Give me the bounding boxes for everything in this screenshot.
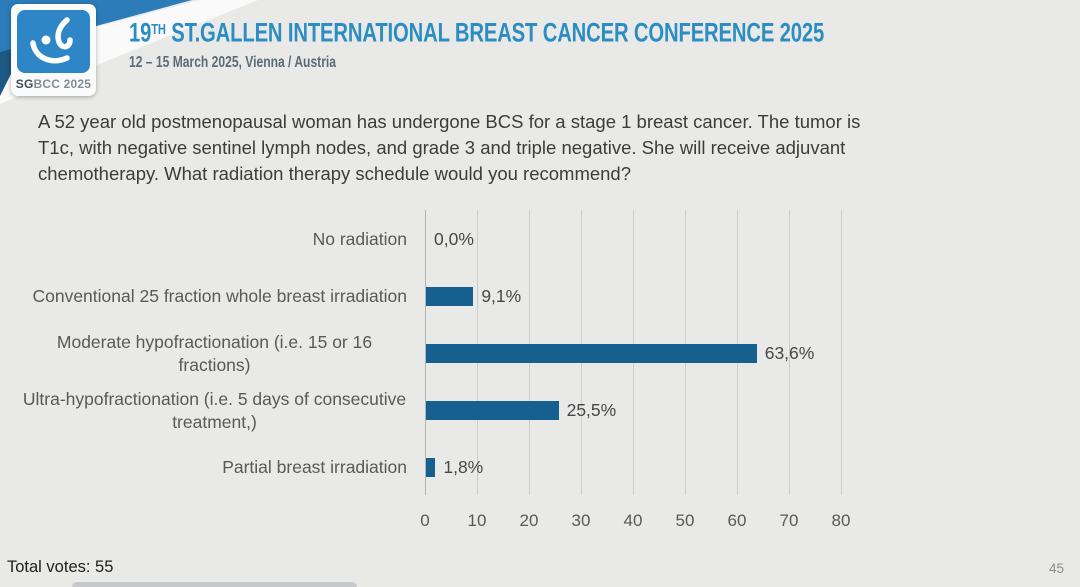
sgbcc-logo-text: SGBCC 2025: [11, 77, 96, 91]
x-axis-tick-label: 10: [467, 511, 487, 530]
slide-page-number: 45: [1048, 561, 1064, 576]
x-axis-tick-label: 20: [519, 511, 539, 530]
x-axis-tick-label: 80: [831, 511, 851, 530]
question-line: T1c, with negative sentinel lymph nodes,…: [38, 137, 846, 158]
category-label-text: Partial breast irradiation: [222, 457, 407, 478]
category-label: Partial breast irradiation: [22, 442, 407, 494]
x-axis-tick-label: 30: [571, 511, 591, 530]
x-axis-tick-label: 0: [420, 511, 430, 530]
bar: [426, 344, 757, 363]
question-line: A 52 year old postmenopausal woman has u…: [38, 111, 861, 132]
total-votes-label: Total votes: 55: [7, 558, 114, 576]
breast-drop-icon: [29, 16, 73, 63]
sgbcc-logo-mark: [17, 10, 90, 73]
x-axis-tick-label: 40: [623, 511, 643, 530]
gridline: [841, 210, 842, 495]
x-axis-tick-label: 70: [779, 511, 799, 530]
question-line: chemotherapy. What radiation therapy sch…: [38, 163, 632, 184]
sgbcc-logo: SGBCC 2025: [11, 4, 96, 96]
category-label: Moderate hypofractionation (i.e. 15 or 1…: [22, 328, 407, 380]
slide-header: 19TH ST.GALLEN INTERNATIONAL BREAST CANC…: [129, 13, 1056, 72]
bar: [426, 401, 559, 420]
bar-value-label: 0,0%: [434, 229, 474, 249]
title-rest: ST.GALLEN INTERNATIONAL BREAST CANCER CO…: [165, 17, 825, 48]
title-ordinal-superscript: TH: [151, 22, 166, 38]
category-label: Ultra-hypofractionation (i.e. 5 days of …: [22, 385, 407, 437]
logo-text-rest: BCC 2025: [33, 77, 92, 91]
conference-title: 19TH ST.GALLEN INTERNATIONAL BREAST CANC…: [129, 13, 824, 49]
bar: [426, 458, 436, 477]
bar-value-label: 63,6%: [764, 343, 815, 363]
category-label: Conventional 25 fraction whole breast ir…: [22, 271, 407, 323]
category-label: No radiation: [22, 214, 407, 266]
gridline: [789, 210, 790, 495]
category-label-text: Ultra-hypofractionation (i.e. 5 days of …: [22, 388, 407, 432]
category-label-text: Conventional 25 fraction whole breast ir…: [32, 286, 407, 307]
bar-value-label: 9,1%: [481, 286, 522, 306]
logo-text-bold: SG: [15, 77, 34, 91]
poll-question-text: A 52 year old postmenopausal woman has u…: [38, 109, 860, 187]
overlay-bar: [72, 582, 357, 587]
category-label-text: No radiation: [312, 229, 407, 250]
conference-date-location: 12 – 15 March 2025, Vienna / Austria: [129, 54, 336, 72]
bar-value-label: 25,5%: [566, 400, 617, 420]
bar: [426, 287, 474, 306]
x-axis-tick-label: 60: [727, 511, 747, 530]
title-prefix: 19: [129, 17, 152, 48]
bar-value-label: 1,8%: [443, 457, 484, 477]
x-axis-tick-label: 50: [675, 511, 695, 530]
gridline: [425, 210, 426, 495]
category-label-text: Moderate hypofractionation (i.e. 15 or 1…: [56, 331, 373, 375]
